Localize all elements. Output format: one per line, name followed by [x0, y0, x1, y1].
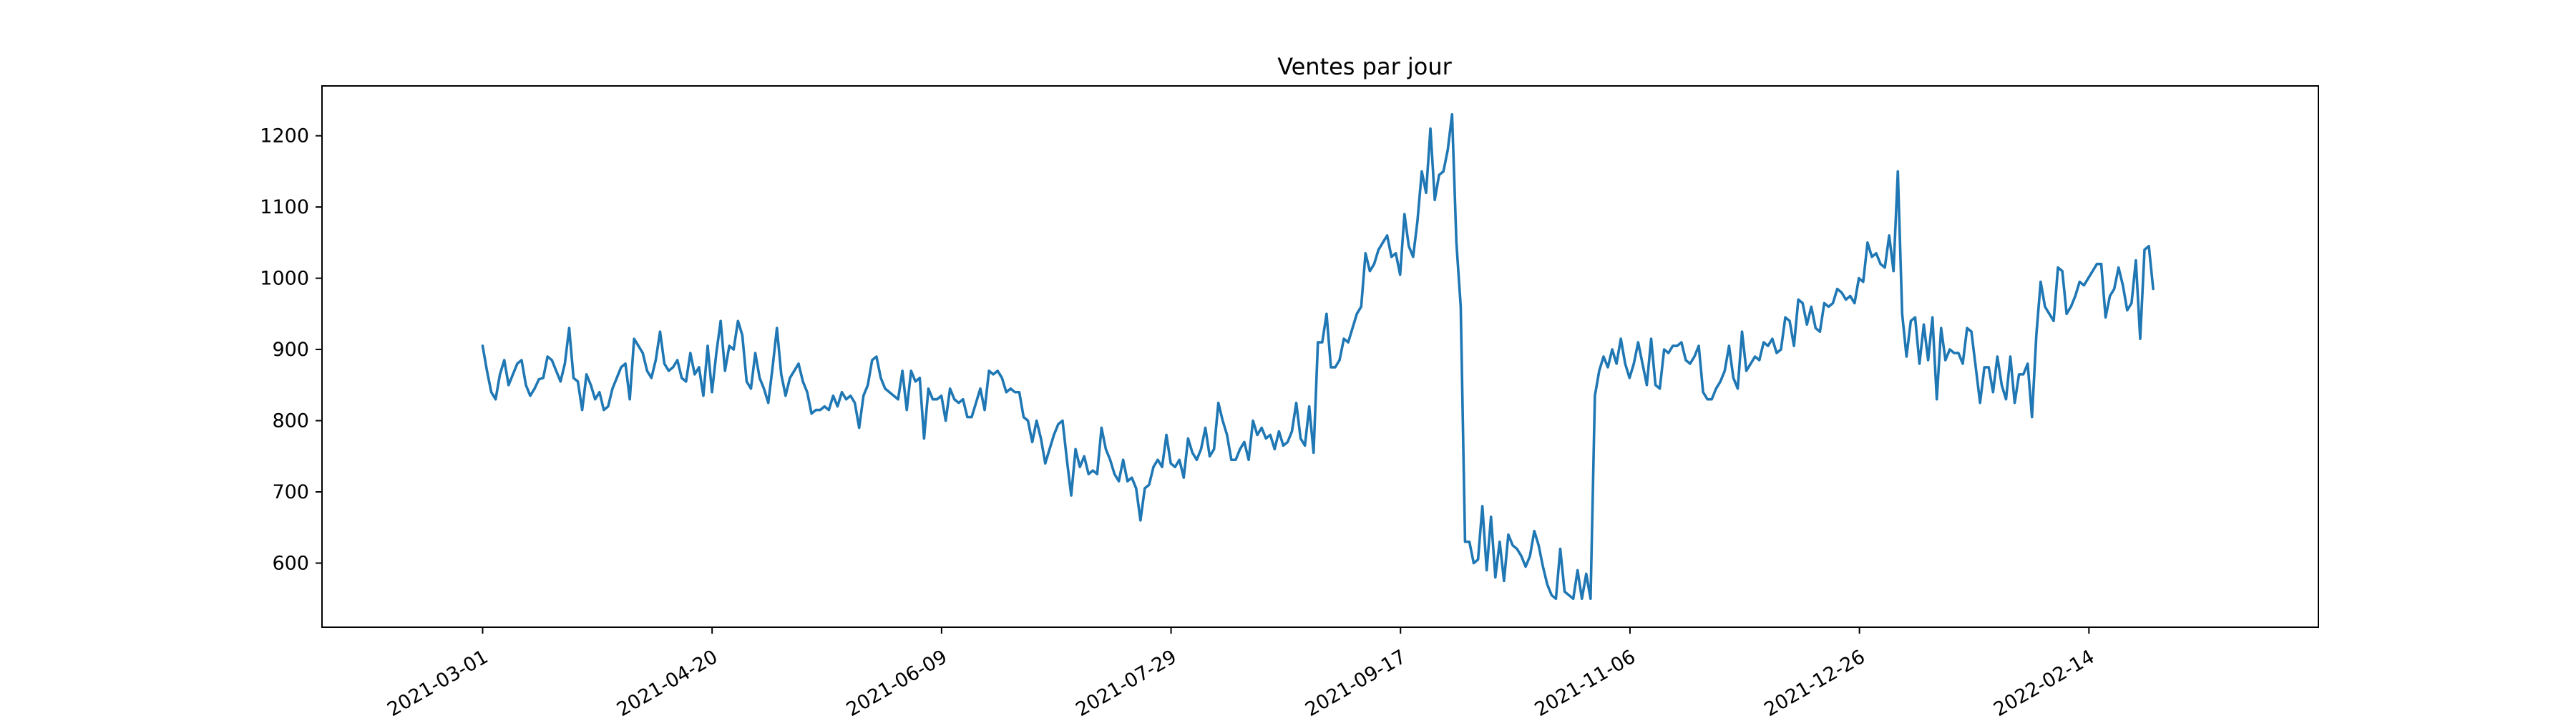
sales-series-line: [481, 112, 2155, 601]
chart-title: Ventes par jour: [1277, 53, 1452, 80]
y-tick-label: 800: [272, 410, 309, 432]
y-tick-label: 1000: [260, 268, 309, 290]
y-tick-label: 600: [272, 552, 309, 574]
y-tick-label: 1100: [260, 196, 309, 218]
y-tick-label: 700: [272, 481, 309, 503]
y-axis: 600 700 800 900 1000 1100 1200: [260, 125, 322, 574]
plot-frame: [321, 85, 2319, 628]
y-tick-label: 900: [272, 339, 309, 361]
y-tick-label: 1200: [260, 125, 309, 147]
